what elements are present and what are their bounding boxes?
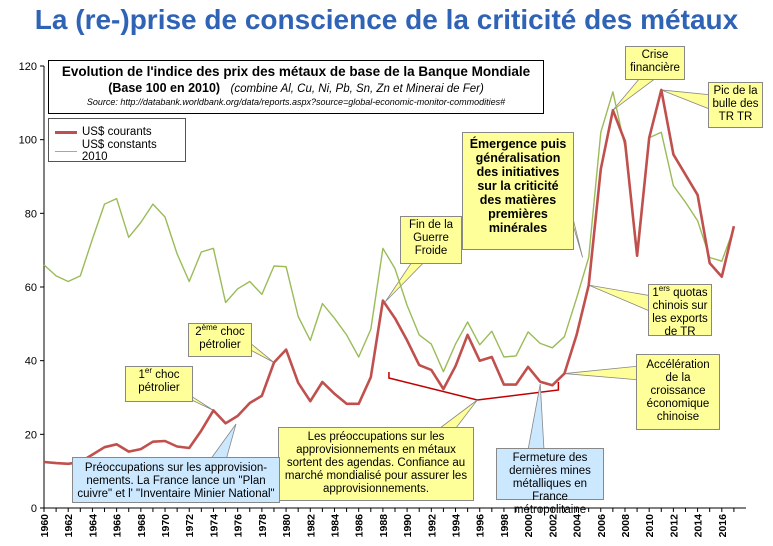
x-tick-label: 1998 [499, 514, 511, 538]
x-tick-label: 1978 [257, 514, 269, 538]
x-tick-label: 1974 [208, 514, 220, 538]
annotation-second-oil-shock-word: choc [220, 326, 245, 338]
y-tick-label: 40 [25, 356, 37, 368]
x-tick-label: 1972 [184, 514, 196, 538]
x-tick-label: 2006 [596, 514, 608, 538]
y-tick-label: 120 [19, 61, 37, 73]
pointer-france-copper-plan [209, 423, 237, 461]
series-line-current [43, 88, 736, 466]
x-tick-label: 2004 [572, 514, 584, 538]
source-label: Source: http://databank.worldbank.org/da… [86, 97, 506, 107]
chart-subtitle: Evolution de l'indice des prix des métau… [61, 64, 531, 79]
annotation-first-oil-shock-text: choc pétrolier [138, 369, 180, 394]
pointer-rare-earth-bubble [661, 89, 713, 111]
x-tick-label: 2002 [547, 514, 559, 538]
x-tick-label: 1964 [87, 514, 99, 538]
y-tick-label: 0 [31, 503, 37, 515]
y-tick-label: 60 [25, 282, 37, 294]
x-tick-label: 1988 [378, 514, 390, 538]
annotation-chinese-quotas: 1ers quotas chinois sur les exports de T… [648, 284, 712, 338]
x-tick-label: 1992 [426, 514, 438, 538]
annotation-france-copper-plan: Préoccupations sur les approvision-nemen… [72, 457, 280, 503]
annotation-second-oil-shock-sup: ème [201, 323, 218, 333]
legend-swatch-constant [55, 150, 77, 152]
annotation-mine-closure: Fermeture des dernières mines métallique… [496, 448, 604, 516]
legend-label-current: US$ courants [82, 126, 152, 138]
annotation-rare-earth-bubble: Pic de la bulle des TR TR [708, 82, 763, 128]
chart-subtitle-base: (Base 100 en 2010) (combine Al, Cu, Ni, … [49, 81, 543, 95]
pointer-financial-crisis [612, 77, 658, 111]
x-tick-label: 1970 [160, 514, 172, 538]
pointer-chinese-quotas [588, 284, 653, 313]
period-bracket [388, 372, 560, 401]
x-tick-label: 2012 [668, 514, 680, 538]
base-label: (Base 100 en 2010) [108, 81, 221, 95]
annotation-chinese-quotas-text: quotas chinois sur les exports de TR [652, 287, 708, 338]
period-brackets [388, 372, 560, 401]
x-tick-label: 1984 [329, 514, 341, 538]
series-lines [43, 88, 736, 466]
x-tick-label: 2010 [644, 514, 656, 538]
x-tick-label: 1976 [233, 514, 245, 538]
annotation-first-oil-shock: 1er choc pétrolier [125, 366, 193, 402]
legend-swatch-current [55, 130, 77, 134]
main-title: La (re-)prise de conscience de la critic… [34, 4, 739, 35]
x-tick-label: 2014 [693, 514, 705, 538]
x-tick-label: 1968 [136, 514, 148, 538]
x-tick-label: 1962 [63, 514, 75, 538]
x-tick-label: 1986 [354, 514, 366, 538]
annotation-chinese-quotas-sup: ers [658, 284, 670, 294]
annotation-emergence-criticality: Émergence puis généralisation des initia… [462, 132, 574, 250]
x-tick-label: 2008 [620, 514, 632, 538]
x-tick-label: 1982 [305, 514, 317, 538]
y-tick-label: 20 [25, 429, 37, 441]
y-axis-ticks: 0 20 40 60 80 100 120 [19, 61, 44, 515]
legend-label-constant: US$ constants 2010 [81, 139, 157, 163]
chart-legend: US$ courants US$ constants 2010 [48, 118, 186, 163]
annotation-supply-off-agenda: Les préoccupations sur les approvisionne… [278, 427, 474, 501]
y-tick-label: 100 [19, 135, 37, 147]
pointer-supply-off-agenda [438, 399, 478, 429]
x-tick-label: 1960 [39, 514, 51, 538]
annotation-second-oil-shock: 2ème choc pétrolier [188, 323, 252, 357]
pointer-china-growth [564, 365, 641, 381]
annotation-end-cold-war: Fin de la Guerre Froide [400, 216, 462, 264]
x-tick-label: 1996 [475, 514, 487, 538]
x-axis-ticks: 1960 1962 1964 1966 1968 1970 1972 1974 1976 1978… [39, 508, 735, 538]
composition-label: (combine Al, Cu, Ni, Pb, Sn, Zn et Miner… [230, 83, 484, 95]
annotation-financial-crisis: Crise financière [625, 46, 685, 80]
annotation-china-growth: Accélération de la croissance économique… [636, 354, 720, 430]
x-tick-label: 1994 [451, 514, 463, 538]
legend-item-current: US$ courants [55, 125, 152, 139]
annotation-pointers [149, 77, 713, 461]
x-tick-label: 2000 [523, 514, 535, 538]
series-line-constant [43, 91, 735, 373]
legend-item-constant: US$ constants 2010 [55, 139, 185, 163]
annotation-second-oil-shock-text: pétrolier [199, 339, 241, 351]
x-tick-label: 1990 [402, 514, 414, 538]
y-tick-label: 80 [25, 208, 37, 220]
x-tick-label: 1966 [112, 514, 124, 538]
x-tick-label: 1980 [281, 514, 293, 538]
x-tick-label: 2016 [717, 514, 729, 538]
annotation-first-oil-shock-sup: er [144, 366, 153, 376]
chart-subtitle-box: Evolution de l'indice des prix des métau… [48, 60, 544, 114]
